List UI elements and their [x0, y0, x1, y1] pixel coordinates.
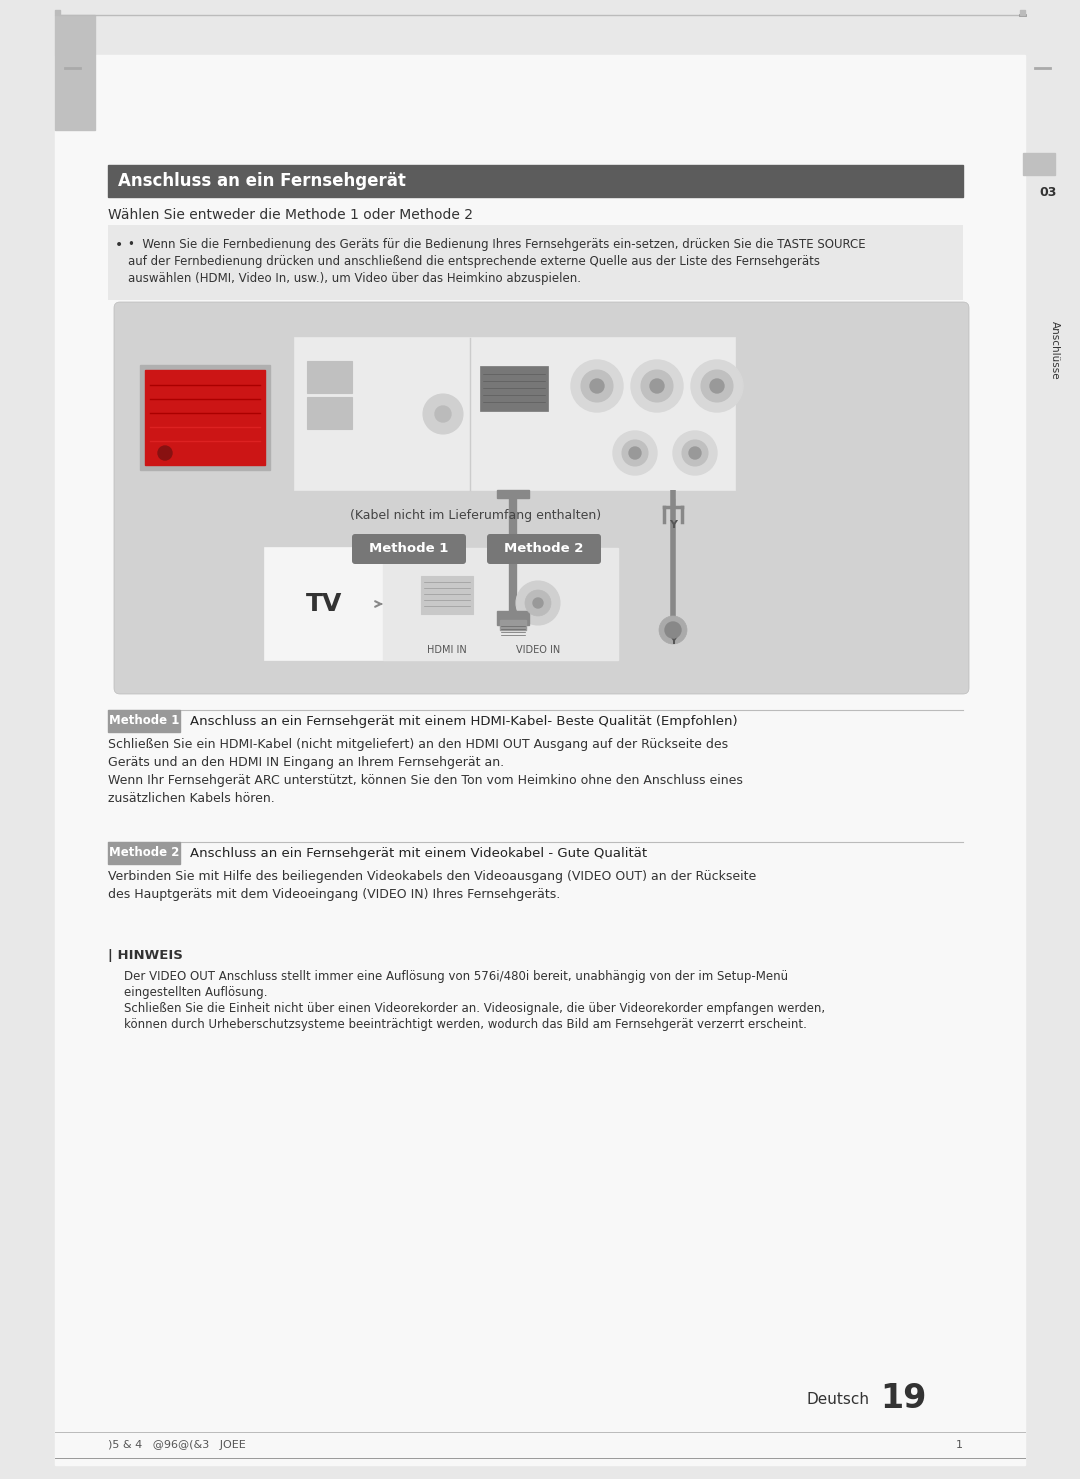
- Text: 19: 19: [880, 1381, 927, 1414]
- Circle shape: [701, 370, 733, 402]
- Circle shape: [659, 615, 687, 643]
- Text: Der VIDEO OUT Anschluss stellt immer eine Auflösung von 576i/480i bereit, unabhä: Der VIDEO OUT Anschluss stellt immer ein…: [124, 970, 788, 984]
- Circle shape: [525, 590, 551, 615]
- Text: Wenn Ihr Fernsehgerät ARC unterstützt, können Sie den Ton vom Heimkino ohne den : Wenn Ihr Fernsehgerät ARC unterstützt, k…: [108, 774, 743, 787]
- Circle shape: [665, 623, 681, 637]
- Text: Anschlüsse: Anschlüsse: [1050, 321, 1059, 379]
- Text: | HINWEIS: | HINWEIS: [108, 948, 183, 961]
- Text: Methode 2: Methode 2: [109, 846, 179, 859]
- Text: auswählen (HDMI, Video In, usw.), um Video über das Heimkino abzuspielen.: auswählen (HDMI, Video In, usw.), um Vid…: [129, 272, 581, 285]
- Circle shape: [629, 447, 642, 458]
- Circle shape: [642, 370, 673, 402]
- Circle shape: [691, 359, 743, 413]
- Circle shape: [650, 379, 664, 393]
- Circle shape: [710, 379, 724, 393]
- Bar: [108, 225, 963, 300]
- FancyBboxPatch shape: [114, 302, 969, 694]
- Circle shape: [581, 370, 613, 402]
- Bar: [307, 396, 352, 429]
- Bar: [55, 55, 1025, 1466]
- Text: auf der Fernbedienung drücken und anschließend die entsprechende externe Quelle : auf der Fernbedienung drücken und anschl…: [129, 254, 820, 268]
- Text: Methode 1: Methode 1: [369, 543, 448, 556]
- Bar: [421, 575, 473, 614]
- Bar: [140, 365, 270, 470]
- Text: •  Wenn Sie die Fernbedienung des Geräts für die Bedienung Ihres Fernsehgeräts e: • Wenn Sie die Fernbedienung des Geräts …: [129, 238, 866, 251]
- Text: eingestellten Auflösung.: eingestellten Auflösung.: [124, 986, 268, 998]
- Circle shape: [673, 430, 717, 475]
- Text: HDMI IN: HDMI IN: [427, 645, 467, 655]
- Circle shape: [631, 359, 683, 413]
- Circle shape: [622, 439, 648, 466]
- Bar: [108, 166, 963, 197]
- Circle shape: [571, 359, 623, 413]
- Bar: [307, 361, 352, 393]
- Text: Y: Y: [669, 521, 677, 529]
- Text: können durch Urheberschutzsysteme beeinträchtigt werden, wodurch das Bild am Fer: können durch Urheberschutzsysteme beeint…: [124, 1018, 807, 1031]
- Text: Schließen Sie die Einheit nicht über einen Videorekorder an. Videosignale, die ü: Schließen Sie die Einheit nicht über ein…: [124, 1001, 825, 1015]
- Text: 03: 03: [1039, 186, 1056, 200]
- Bar: [480, 365, 548, 411]
- Bar: [55, 10, 60, 15]
- Circle shape: [423, 393, 463, 433]
- Bar: [383, 549, 618, 660]
- FancyBboxPatch shape: [487, 534, 600, 563]
- Text: Methode 2: Methode 2: [504, 543, 583, 556]
- Bar: [295, 339, 735, 490]
- FancyBboxPatch shape: [352, 534, 465, 563]
- Text: zusätzlichen Kabels hören.: zusätzlichen Kabels hören.: [108, 791, 274, 805]
- Text: Wählen Sie entweder die Methode 1 oder Methode 2: Wählen Sie entweder die Methode 1 oder M…: [108, 209, 473, 222]
- Bar: [145, 370, 265, 464]
- Circle shape: [590, 379, 604, 393]
- Bar: [108, 710, 180, 732]
- Text: •: •: [114, 238, 123, 251]
- Text: Deutsch: Deutsch: [807, 1393, 870, 1408]
- Text: Anschluss an ein Fernsehgerät: Anschluss an ein Fernsehgerät: [118, 172, 406, 189]
- Bar: [265, 549, 383, 660]
- Circle shape: [613, 430, 657, 475]
- Bar: [108, 842, 180, 864]
- Circle shape: [689, 447, 701, 458]
- Text: Y: Y: [669, 636, 677, 646]
- Bar: [497, 611, 529, 626]
- Text: Anschluss an ein Fernsehgerät mit einem HDMI-Kabel- Beste Qualität (Empfohlen): Anschluss an ein Fernsehgerät mit einem …: [190, 714, 738, 728]
- Circle shape: [681, 439, 708, 466]
- Text: VIDEO IN: VIDEO IN: [516, 645, 561, 655]
- Circle shape: [435, 407, 451, 422]
- Text: Geräts und an den HDMI IN Eingang an Ihrem Fernsehgerät an.: Geräts und an den HDMI IN Eingang an Ihr…: [108, 756, 504, 769]
- Bar: [1023, 152, 1055, 175]
- Text: TV: TV: [306, 592, 342, 615]
- Text: (Kabel nicht im Lieferumfang enthalten): (Kabel nicht im Lieferumfang enthalten): [350, 509, 602, 522]
- Bar: [55, 15, 95, 130]
- Text: Verbinden Sie mit Hilfe des beiliegenden Videokabels den Videoausgang (VIDEO OUT: Verbinden Sie mit Hilfe des beiliegenden…: [108, 870, 756, 883]
- Text: des Hauptgeräts mit dem Videoeingang (VIDEO IN) Ihres Fernsehgeräts.: des Hauptgeräts mit dem Videoeingang (VI…: [108, 887, 561, 901]
- Text: )5 & 4   @96@(&3   JOEE: )5 & 4 @96@(&3 JOEE: [108, 1441, 246, 1449]
- Text: 1: 1: [956, 1441, 963, 1449]
- Text: Anschluss an ein Fernsehgerät mit einem Videokabel - Gute Qualität: Anschluss an ein Fernsehgerät mit einem …: [190, 846, 647, 859]
- Bar: [500, 620, 526, 630]
- Bar: [497, 490, 529, 498]
- Circle shape: [516, 581, 561, 626]
- Circle shape: [158, 447, 172, 460]
- Text: Schließen Sie ein HDMI-Kabel (nicht mitgeliefert) an den HDMI OUT Ausgang auf de: Schließen Sie ein HDMI-Kabel (nicht mitg…: [108, 738, 728, 751]
- Circle shape: [534, 598, 543, 608]
- Bar: [1020, 10, 1025, 15]
- Text: Methode 1: Methode 1: [109, 714, 179, 728]
